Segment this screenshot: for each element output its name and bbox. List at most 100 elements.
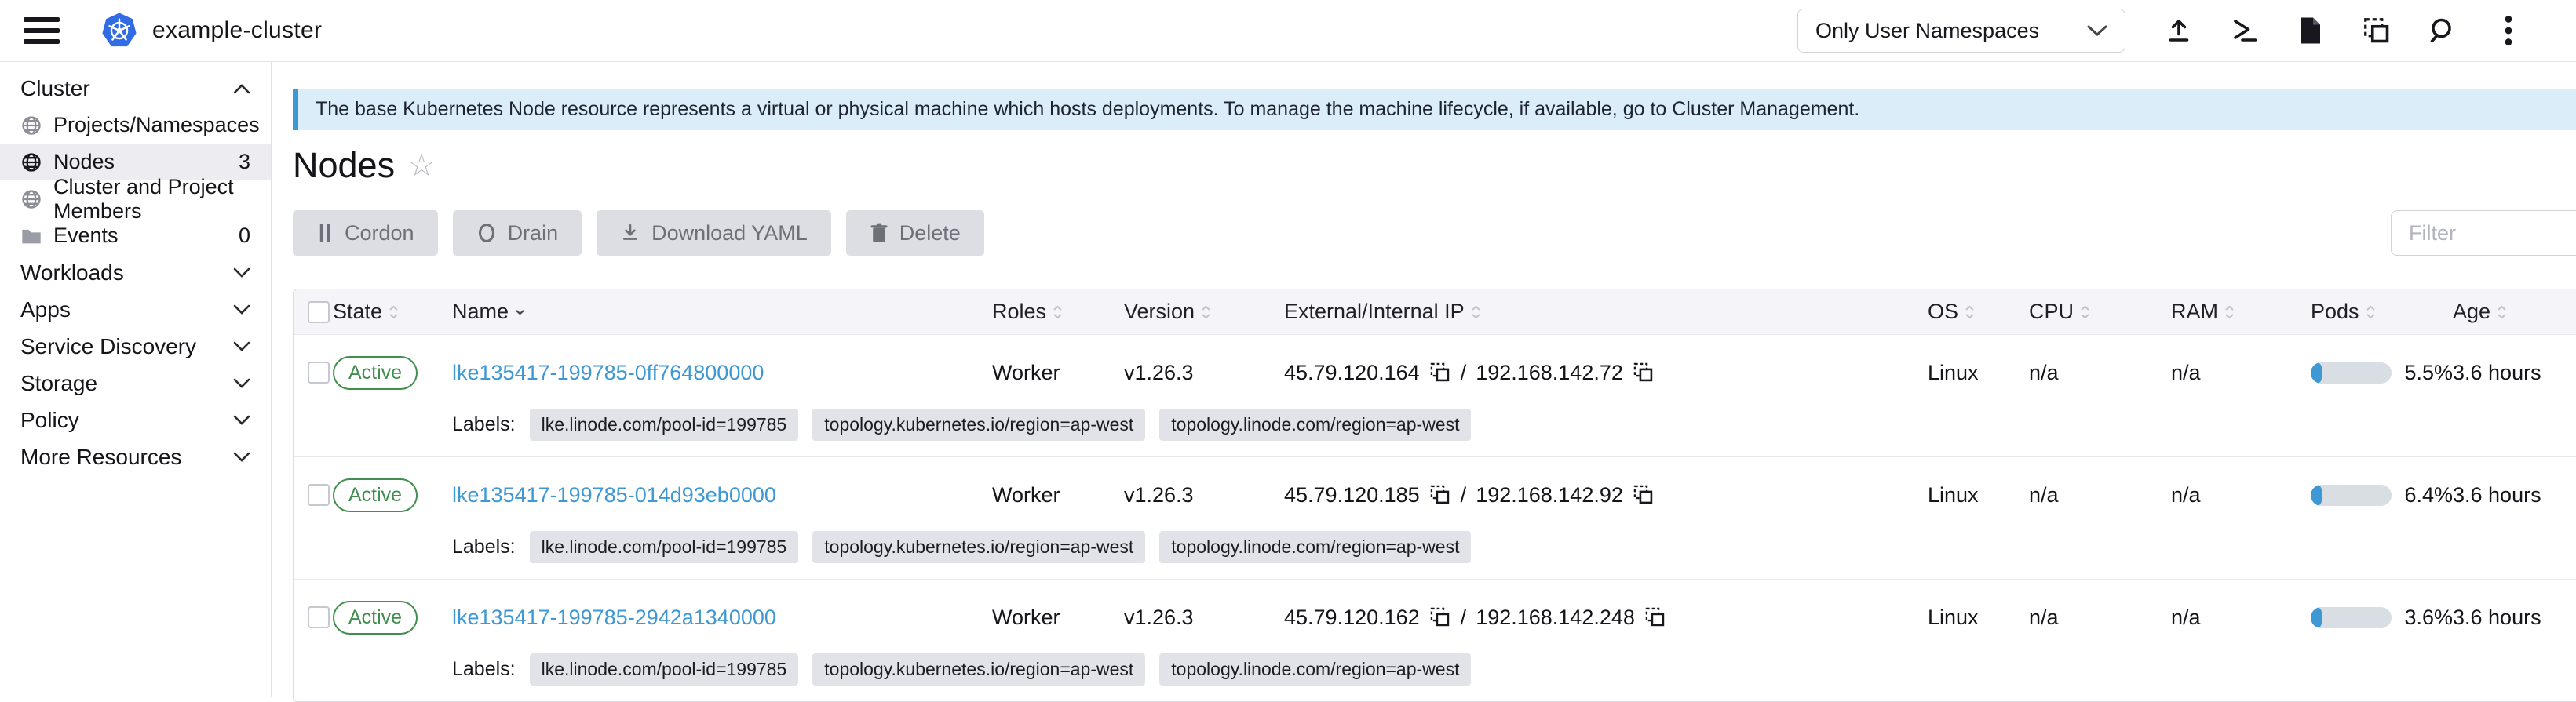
age-cell: 3.6 hours	[2453, 360, 2541, 384]
labels-row: Labels: lke.linode.com/pool-id=199785 to…	[452, 653, 2576, 686]
pause-icon	[319, 224, 330, 242]
sidebar-group-cluster[interactable]: Cluster	[0, 70, 271, 107]
sort-icon	[1053, 305, 1063, 319]
label-tag: lke.linode.com/pool-id=199785	[529, 653, 799, 686]
ram-cell: n/a	[2171, 360, 2201, 384]
node-name-link[interactable]: lke135417-199785-2942a1340000	[452, 605, 776, 629]
cpu-cell: n/a	[2029, 605, 2059, 629]
kubectl-shell-icon[interactable]	[2229, 15, 2260, 46]
column-header-pods[interactable]: Pods	[2311, 300, 2453, 324]
label-tag: topology.linode.com/region=ap-west	[1159, 531, 1472, 563]
cluster-title: example-cluster	[152, 17, 323, 43]
chevron-down-icon	[2087, 25, 2107, 37]
favorite-star-icon[interactable]: ☆	[407, 148, 436, 183]
column-header-ip[interactable]: External/Internal IP	[1284, 300, 1928, 324]
nodes-table: State Name Roles Version External/Intern…	[293, 289, 2576, 702]
copy-icon[interactable]	[1633, 362, 1655, 384]
sidebar-group-more-resources[interactable]: More Resources	[0, 438, 271, 475]
sidebar-group-apps[interactable]: Apps	[0, 291, 271, 328]
copy-icon[interactable]	[1429, 484, 1451, 506]
roles-cell: Worker	[992, 360, 1060, 384]
sidebar-item-nodes[interactable]: Nodes 3	[0, 144, 271, 180]
labels-row: Labels: lke.linode.com/pool-id=199785 to…	[452, 531, 2576, 563]
node-name-link[interactable]: lke135417-199785-014d93eb0000	[452, 482, 776, 507]
drain-button[interactable]: Drain	[452, 210, 582, 256]
cordon-button[interactable]: Cordon	[293, 210, 438, 256]
app-header: example-cluster Only User Namespaces	[0, 0, 2576, 62]
column-header-cpu[interactable]: CPU	[2029, 300, 2171, 324]
globe-icon	[20, 187, 44, 211]
drain-icon	[478, 224, 494, 242]
sidebar-item-projects-namespaces[interactable]: Projects/Namespaces	[0, 107, 271, 144]
kebab-menu-icon[interactable]	[2493, 15, 2524, 46]
table-row: Active lke135417-199785-014d93eb0000 Wor…	[294, 456, 2576, 579]
sidebar-group-policy[interactable]: Policy	[0, 402, 271, 438]
cordon-button-label: Cordon	[345, 220, 414, 245]
sidebar-group-label: More Resources	[20, 444, 182, 469]
copy-config-icon[interactable]	[2361, 15, 2392, 46]
column-header-os[interactable]: OS	[1928, 300, 2029, 324]
download-icon	[623, 224, 637, 240]
external-ip: 45.79.120.162	[1284, 605, 1420, 629]
sidebar-group-label: Apps	[20, 296, 71, 322]
copy-icon[interactable]	[1429, 606, 1451, 628]
namespace-filter-select[interactable]: Only User Namespaces	[1797, 9, 2125, 53]
column-header-version[interactable]: Version	[1124, 300, 1284, 324]
copy-icon[interactable]	[1644, 606, 1666, 628]
filter-input[interactable]	[2391, 210, 2576, 256]
delete-button[interactable]: Delete	[845, 210, 984, 256]
node-name-link[interactable]: lke135417-199785-0ff764800000	[452, 360, 764, 384]
docs-icon[interactable]	[2295, 15, 2326, 46]
copy-icon[interactable]	[1429, 362, 1451, 384]
sort-icon	[2366, 305, 2376, 319]
pods-usage-bar	[2311, 606, 2392, 628]
select-all-checkbox[interactable]	[308, 300, 330, 323]
column-header-ram[interactable]: RAM	[2171, 300, 2311, 324]
label-tag: topology.kubernetes.io/region=ap-west	[812, 531, 1146, 563]
row-checkbox[interactable]	[308, 484, 330, 506]
hamburger-menu-icon[interactable]	[24, 17, 60, 44]
download-yaml-button[interactable]: Download YAML	[597, 210, 831, 256]
table-row: Active lke135417-199785-0ff764800000 Wor…	[294, 334, 2576, 456]
sidebar-group-label: Cluster	[20, 75, 90, 100]
internal-ip: 192.168.142.248	[1476, 605, 1635, 629]
column-header-age[interactable]: Age	[2453, 300, 2576, 324]
globe-icon	[20, 114, 44, 137]
internal-ip: 192.168.142.92	[1476, 482, 1623, 507]
row-checkbox[interactable]	[308, 362, 330, 384]
ip-cell: 45.79.120.162 / 192.168.142.248	[1284, 606, 1928, 630]
os-cell: Linux	[1928, 605, 1979, 629]
search-icon[interactable]	[2427, 15, 2458, 46]
column-header-name[interactable]: Name	[452, 300, 992, 324]
sort-icon	[2497, 305, 2507, 319]
pods-usage-bar	[2311, 362, 2392, 384]
internal-ip: 192.168.142.72	[1476, 360, 1623, 384]
status-badge: Active	[333, 600, 418, 635]
version-cell: v1.26.3	[1124, 605, 1194, 629]
table-row: Active lke135417-199785-2942a1340000 Wor…	[294, 579, 2576, 701]
page-title: Nodes	[293, 145, 396, 185]
sidebar-item-label: Events	[53, 224, 119, 247]
sidebar-item-events[interactable]: Events 0	[0, 217, 271, 254]
sort-icon-active	[515, 309, 525, 315]
column-header-state[interactable]: State	[333, 300, 452, 324]
import-yaml-icon[interactable]	[2163, 15, 2195, 46]
column-header-roles[interactable]: Roles	[992, 300, 1124, 324]
pods-percent: 5.5%	[2404, 360, 2453, 384]
label-tag: topology.kubernetes.io/region=ap-west	[812, 653, 1146, 686]
sidebar-group-service-discovery[interactable]: Service Discovery	[0, 328, 271, 365]
sort-icon	[1201, 305, 1211, 319]
info-banner-text: The base Kubernetes Node resource repres…	[316, 98, 1860, 120]
sidebar-group-workloads[interactable]: Workloads	[0, 254, 271, 291]
sidebar-group-storage[interactable]: Storage	[0, 365, 271, 402]
row-checkbox[interactable]	[308, 606, 330, 628]
main-content: The base Kubernetes Node resource repres…	[272, 62, 2576, 702]
sort-icon	[1471, 305, 1481, 319]
sidebar-item-cluster-and-project-members[interactable]: Cluster and Project Members	[0, 175, 271, 223]
chevron-down-icon	[233, 452, 250, 462]
drain-button-label: Drain	[507, 220, 559, 245]
download-yaml-button-label: Download YAML	[651, 220, 808, 245]
namespace-filter-value: Only User Namespaces	[1815, 18, 2040, 42]
copy-icon[interactable]	[1633, 484, 1655, 506]
chevron-down-icon	[233, 304, 250, 315]
